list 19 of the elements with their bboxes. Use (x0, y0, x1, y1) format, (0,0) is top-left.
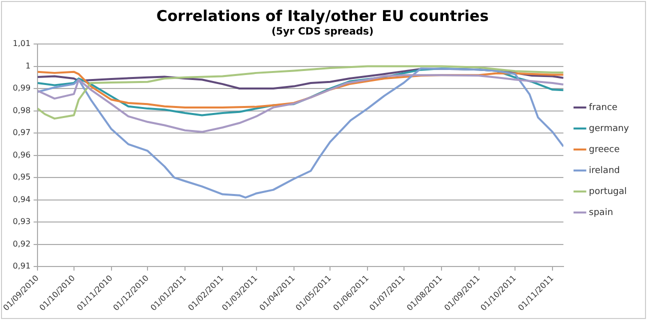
y-tick-label: 1,01 (12, 39, 31, 48)
y-tick-label: 0,96 (12, 150, 31, 160)
y-tick-label: 0,99 (12, 84, 31, 93)
y-tick-label: 0,92 (12, 239, 31, 248)
chart-title: Correlations of Italy/other EU countries (156, 6, 489, 25)
y-tick-label: 0,98 (12, 106, 31, 115)
legend-label: germany (588, 124, 630, 134)
y-tick-label: 0,95 (12, 172, 31, 182)
legend-label: greece (588, 144, 620, 155)
y-tick-label: 0,91 (12, 262, 31, 271)
chart-subtitle: (5yr CDS spreads) (271, 26, 374, 38)
y-tick-label: 1 (26, 61, 31, 70)
y-tick-label: 0,97 (12, 128, 31, 138)
legend-label: france (588, 102, 618, 113)
legend-label: portugal (588, 186, 627, 197)
y-tick-label: 0,93 (12, 217, 31, 226)
legend-label: ireland (588, 166, 620, 176)
y-tick-label: 0,94 (12, 194, 31, 204)
legend-label: spain (588, 208, 614, 218)
